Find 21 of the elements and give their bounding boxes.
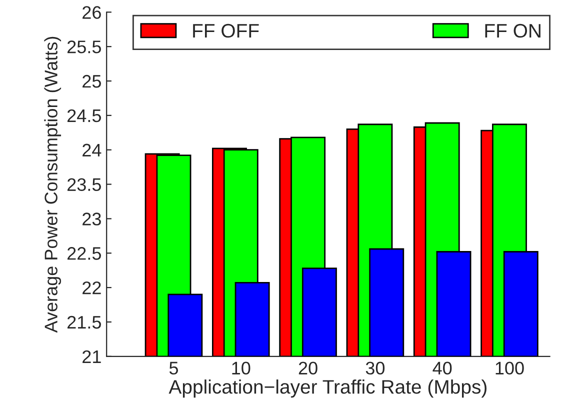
y-tick-label: 21 — [82, 350, 101, 363]
x-tick-label: 10 — [232, 362, 250, 375]
y-tick-label: 26 — [82, 6, 101, 19]
y-tick-label: 24 — [82, 144, 102, 156]
y-tick-label: 22 — [82, 281, 101, 294]
x-tick-label: 5 — [169, 362, 178, 375]
y-tick-label: 24.5 — [68, 109, 101, 122]
x-tick-label: 20 — [298, 362, 318, 375]
x-tick-label: 100 — [496, 362, 524, 375]
legend-label: FF OFF — [193, 24, 259, 38]
y-tick-label: 23.5 — [68, 178, 101, 191]
y-tick-label: 25 — [82, 74, 101, 88]
legend-label: FF ON — [485, 24, 540, 38]
y-axis-title: Average Power Consumption (Watts) — [44, 36, 62, 333]
x-tick-label: 30 — [366, 362, 385, 375]
y-tick-label: 21.5 — [68, 316, 101, 329]
x-axis-title: Application−layer Traffic Rate (Mbps) — [168, 379, 486, 398]
x-tick-label: 40 — [432, 362, 452, 375]
y-tick-label: 23 — [82, 212, 101, 226]
y-tick-label: 22.5 — [68, 247, 101, 260]
y-tick-label: 25.5 — [68, 40, 101, 54]
